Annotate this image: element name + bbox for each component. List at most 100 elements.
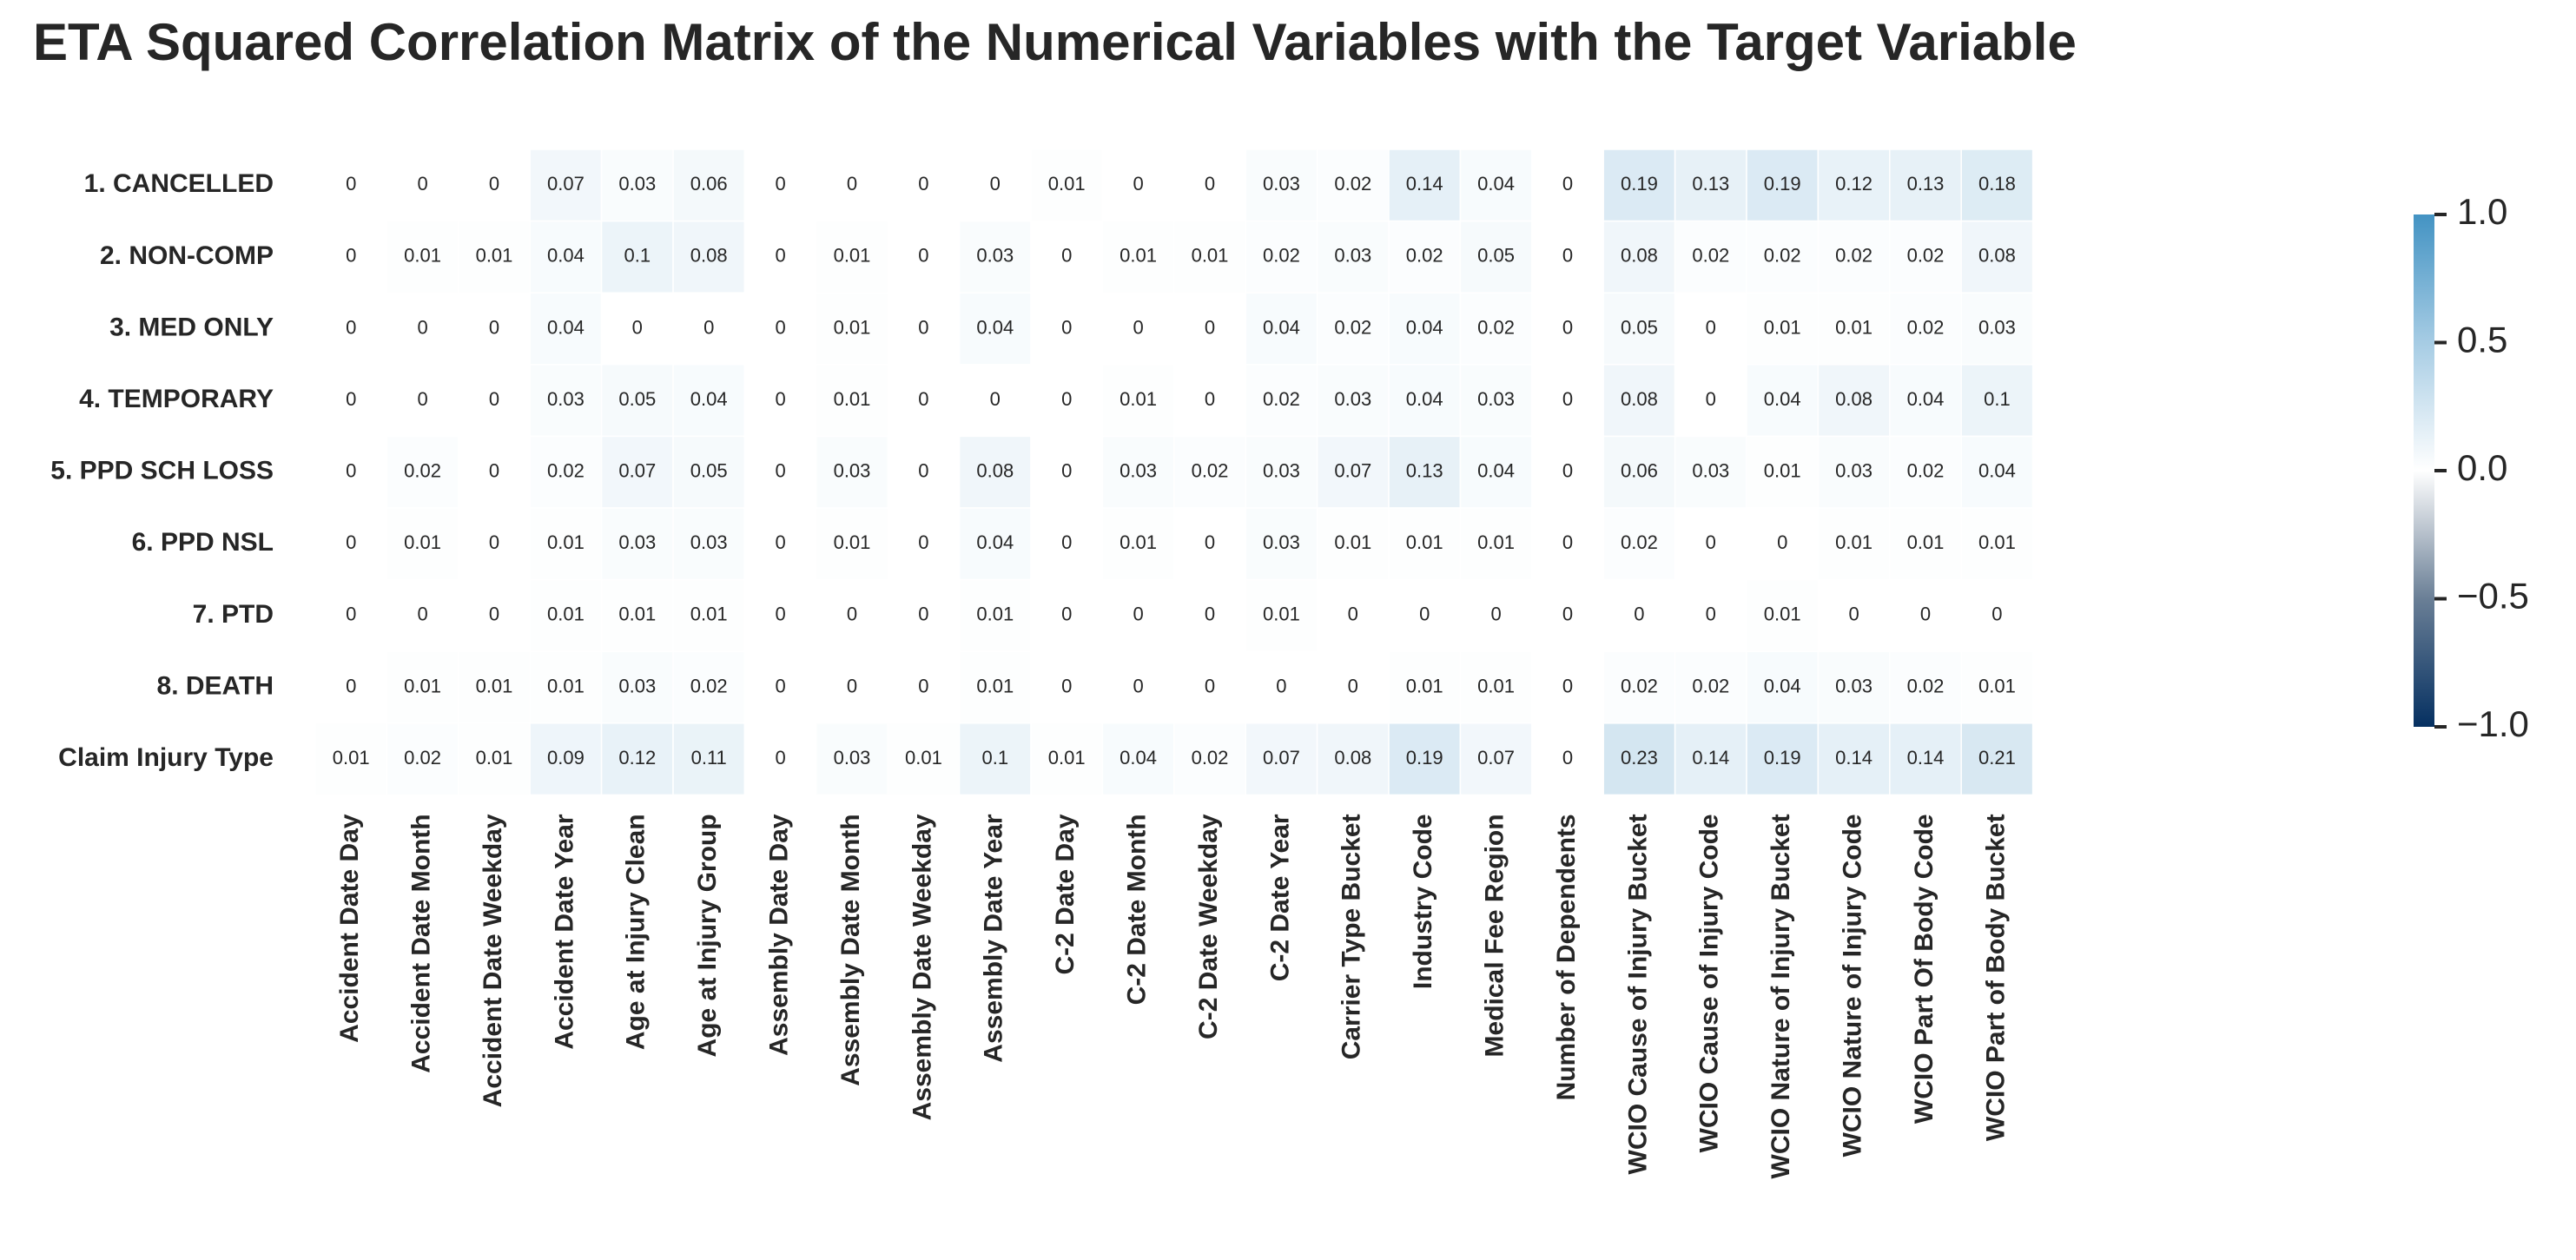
heatmap-cell	[386, 220, 459, 294]
cell-value-label: 0.18	[1978, 173, 2016, 195]
cell-value-label: 0.08	[1978, 245, 2016, 267]
heatmap-cell	[458, 148, 531, 222]
cell-value-label: 0.03	[1692, 460, 1729, 482]
heatmap-cell	[743, 292, 817, 366]
heatmap-cell	[816, 364, 888, 438]
cell-value-label: 0	[918, 173, 928, 195]
heatmap-cell	[1746, 650, 1820, 724]
cell-value-label: 0	[1562, 388, 1573, 410]
heatmap-cell	[1030, 650, 1104, 724]
heatmap-cell	[1674, 435, 1747, 509]
column-label: C-2 Date Day	[1051, 814, 1080, 974]
cell-value-label: 0.01	[834, 388, 871, 410]
cell-value-label: 0	[1061, 604, 1072, 625]
cell-value-label: 0	[346, 531, 356, 553]
heatmap-cell	[1960, 364, 2034, 438]
heatmap-cell	[529, 364, 603, 438]
heatmap-cell	[1960, 650, 2034, 724]
row-label: 4. TEMPORARY	[79, 385, 274, 413]
cell-value-label: 0.06	[690, 173, 728, 195]
heatmap-cell	[1316, 435, 1390, 509]
cell-value-label: 0.01	[834, 245, 871, 267]
cell-value-label: 0.04	[1477, 460, 1515, 482]
heatmap-cell	[1674, 722, 1747, 796]
cell-value-label: 0.01	[1978, 675, 2016, 696]
cell-value-label: 0	[1562, 460, 1573, 482]
cell-value-label: 0.03	[1334, 245, 1371, 267]
cell-value-label: 0.05	[1621, 316, 1658, 338]
column-label: WCIO Cause of Injury Bucket	[1623, 814, 1652, 1174]
cell-value-label: 0.01	[1120, 531, 1157, 553]
heatmap-cell	[1602, 220, 1676, 294]
row-label: 7. PTD	[193, 600, 274, 629]
cell-value-label: 0	[775, 531, 785, 553]
heatmap-cell	[1245, 220, 1318, 294]
cell-value-label: 0.07	[618, 460, 656, 482]
heatmap-cell	[1316, 650, 1390, 724]
heatmap-cell	[1245, 292, 1318, 366]
cell-value-label: 0	[1706, 388, 1716, 410]
column-label: Assembly Date Weekday	[908, 814, 936, 1120]
cell-value-label: 0.08	[1835, 388, 1873, 410]
heatmap-cell	[1674, 578, 1747, 652]
heatmap-cell	[386, 722, 459, 796]
cell-value-label: 0.02	[1907, 245, 1945, 267]
cell-value-label: 0	[1133, 173, 1143, 195]
cell-value-label: 0.01	[690, 604, 728, 625]
heatmap-cell	[1459, 650, 1533, 724]
heatmap-cell	[816, 650, 888, 724]
heatmap-cell	[1889, 722, 1962, 796]
heatmap-cell	[600, 364, 674, 438]
heatmap-cell	[1173, 148, 1246, 222]
heatmap-cell	[1531, 364, 1604, 438]
cell-value-label: 0.14	[1907, 747, 1945, 769]
cell-value-label: 0.02	[1406, 245, 1443, 267]
cell-value-label: 0	[489, 460, 499, 482]
cell-value-label: 0.06	[1621, 460, 1658, 482]
heatmap-cell	[1817, 364, 1891, 438]
cell-value-label: 0.12	[618, 747, 656, 769]
cell-value-label: 0	[1562, 675, 1573, 696]
cell-value-label: 0.01	[1477, 531, 1515, 553]
heatmap-cell	[672, 292, 746, 366]
cell-value-label: 0	[990, 173, 1001, 195]
column-label: WCIO Part Of Body Code	[1910, 814, 1939, 1124]
heatmap-cell	[743, 507, 817, 581]
cell-value-label: 0.08	[976, 460, 1014, 482]
heatmap-cell	[1101, 722, 1175, 796]
colorbar-tick-label: −0.5	[2457, 576, 2529, 617]
cell-value-label: 0	[1419, 604, 1430, 625]
cell-value-label: 0	[1777, 531, 1787, 553]
cell-value-label: 0.03	[1263, 531, 1300, 553]
heatmap-cell	[1459, 435, 1533, 509]
heatmap-cell	[1817, 507, 1891, 581]
cell-value-label: 0	[918, 604, 928, 625]
cell-value-label: 0	[1061, 531, 1072, 553]
heatmap-cell	[314, 292, 388, 366]
cell-value-label: 0	[1061, 460, 1072, 482]
cell-value-label: 0.08	[1621, 245, 1658, 267]
cell-value-label: 0.01	[1048, 173, 1086, 195]
heatmap-cell	[1674, 364, 1747, 438]
row-label: Claim Injury Type	[58, 743, 274, 772]
cell-value-label: 0.01	[618, 604, 656, 625]
cell-value-label: 0	[417, 388, 427, 410]
cell-value-label: 0	[1490, 604, 1501, 625]
colorbar: 1.0 0.5 0.0 −0.5 −1.0	[2414, 191, 2529, 744]
row-label: 8. DEATH	[157, 671, 274, 700]
heatmap-cell	[314, 722, 388, 796]
heatmap-cell	[743, 650, 817, 724]
heatmap-cell	[816, 292, 888, 366]
cell-value-label: 0.01	[476, 245, 513, 267]
heatmap-cell	[529, 435, 603, 509]
column-label: Accident Date Year	[550, 814, 578, 1050]
cell-value-label: 0	[417, 316, 427, 338]
cell-value-label: 0	[346, 173, 356, 195]
cell-value-label: 0.01	[547, 675, 585, 696]
cell-value-label: 0	[1848, 604, 1859, 625]
heatmap-cell	[1602, 435, 1676, 509]
cell-value-label: 0.03	[834, 747, 871, 769]
heatmap-cell	[743, 578, 817, 652]
cell-value-label: 0.01	[1120, 245, 1157, 267]
cell-value-label: 0	[1205, 604, 1215, 625]
